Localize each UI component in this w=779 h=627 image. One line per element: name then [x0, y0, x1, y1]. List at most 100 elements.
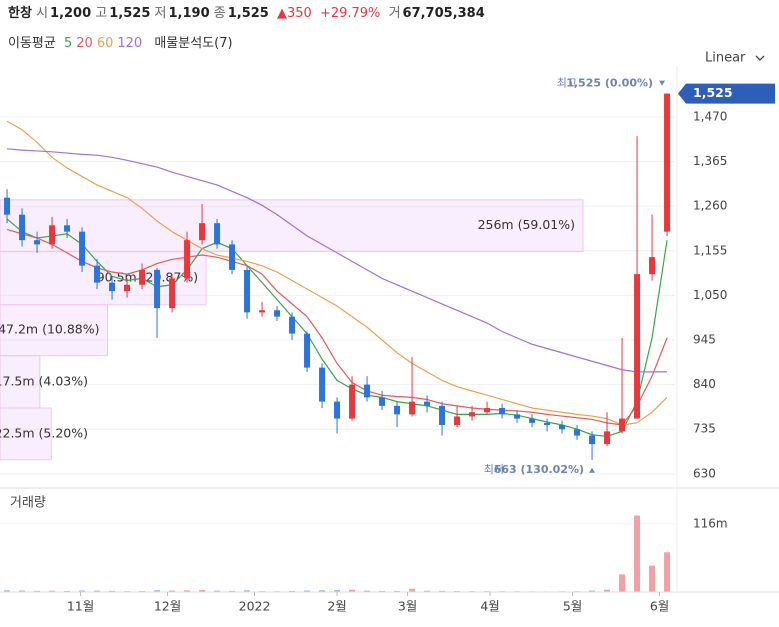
candle-body [439, 405, 446, 425]
candle-body [664, 93, 671, 232]
legend-entry: 60 [96, 36, 114, 51]
candle-body [604, 431, 611, 445]
volume-value: 67,705,384 [402, 6, 485, 21]
candle-body [94, 265, 101, 283]
candle-body [139, 269, 146, 285]
volume-bar [619, 574, 626, 592]
ma-line [6, 228, 668, 426]
candle-body [589, 435, 596, 445]
candle-body [109, 282, 116, 292]
x-tick-label: 11월 [67, 599, 94, 614]
y-tick-label: 1,470 [693, 109, 727, 123]
x-tick-label: 3월 [398, 599, 417, 614]
profile-bar [0, 407, 52, 461]
profile-bar [0, 355, 41, 409]
profile-label: 17.5m (4.03%) [0, 373, 88, 388]
x-tick-label: 2022 [239, 599, 271, 614]
quote-value: 1,525 [227, 6, 269, 21]
volume-bar [184, 590, 191, 592]
profile-label: 22.5m (5.20%) [0, 425, 88, 440]
candle-body [574, 429, 581, 436]
y-tick-label: 735 [693, 422, 716, 436]
volume-bar [154, 590, 161, 592]
ma-line [6, 120, 668, 426]
quote-key: 저 [154, 6, 167, 21]
candle-body [229, 244, 236, 270]
candle-body [334, 401, 341, 419]
volume-bar [604, 589, 611, 592]
y-tick-label: 1,365 [693, 154, 727, 168]
candle-body [424, 401, 431, 406]
price-tag-label: 1,525 [693, 85, 733, 100]
x-tick-label: 4월 [480, 599, 499, 614]
volume-bar [79, 590, 86, 592]
legend-entry: 20 [76, 36, 93, 51]
volume-bar [34, 590, 41, 592]
high-marker [659, 80, 666, 86]
y-tick-label: 630 [693, 466, 716, 480]
candle-body [274, 310, 281, 317]
candle-body [559, 424, 566, 430]
candle-body [304, 333, 311, 368]
volume-bar [214, 590, 221, 592]
quote-items: 시 1,200 고 1,525 저 1,190 종 1,525 [36, 6, 273, 21]
candle-body [364, 384, 371, 398]
candle-body [514, 414, 521, 419]
candle-body [499, 407, 506, 415]
volume-bar [229, 590, 236, 592]
candle-body [544, 422, 551, 425]
legend-title: 이동평균 [8, 36, 56, 51]
volume-bar [634, 515, 641, 592]
candle-body [4, 197, 11, 215]
low-annotation-key: 최저 [484, 463, 504, 476]
profile-title: 매물분석도(7) [154, 36, 233, 51]
legend-items: 5 20 60 120 [64, 36, 146, 51]
change-pct: +29.79% [319, 6, 381, 21]
profile-label: 256m (59.01%) [478, 217, 575, 232]
high-annotation-value: 1,525 (0.00%) [566, 77, 653, 90]
x-tick-label: 6월 [650, 599, 669, 614]
low-marker [589, 467, 596, 473]
candle-body [259, 310, 266, 313]
candle-body [49, 225, 56, 245]
candle-body [469, 412, 476, 417]
volume-bar [304, 590, 311, 592]
legend-entry: 5 [63, 36, 73, 51]
candle-body [409, 401, 416, 415]
volume-bar [319, 590, 326, 592]
candle-body [289, 316, 296, 334]
candle-body [34, 240, 41, 245]
candle-body [454, 416, 461, 425]
volume-title: 거래량 [10, 496, 46, 511]
y-tick-label: 840 [693, 377, 716, 391]
quote-value: 1,190 [168, 6, 210, 21]
volume-bar [379, 590, 386, 592]
volume-bar [289, 590, 296, 592]
candle-body [169, 278, 176, 309]
volume-bar [424, 590, 431, 592]
scale-label: Linear [705, 51, 746, 66]
x-tick-label: 5월 [563, 599, 582, 614]
low-annotation-value: 663 (130.02%) [494, 463, 584, 476]
candle-body [244, 269, 251, 313]
volume-bar [649, 565, 656, 592]
legend-entry: 120 [117, 36, 143, 51]
candle-body [184, 240, 191, 279]
candle-body [379, 397, 386, 406]
volume-bar [94, 590, 101, 592]
quote-key: 종 [213, 6, 226, 21]
legend: 이동평균 5 20 60 120 매물분석도(7) [8, 32, 237, 51]
volume-bar [664, 552, 671, 592]
dropdown-arrow[interactable] [755, 55, 765, 61]
volume-bar [109, 590, 116, 592]
x-tick-label: 12월 [154, 599, 181, 614]
candle-body [19, 214, 26, 241]
volume-bar [334, 589, 341, 592]
volume-bar [349, 589, 356, 592]
quote-header: 한창 시 1,200 고 1,525 저 1,190 종 1,525 ▲350 +29.… [8, 2, 485, 21]
candle-body [199, 223, 206, 241]
candle-body [214, 223, 221, 245]
candle-body [649, 257, 656, 275]
